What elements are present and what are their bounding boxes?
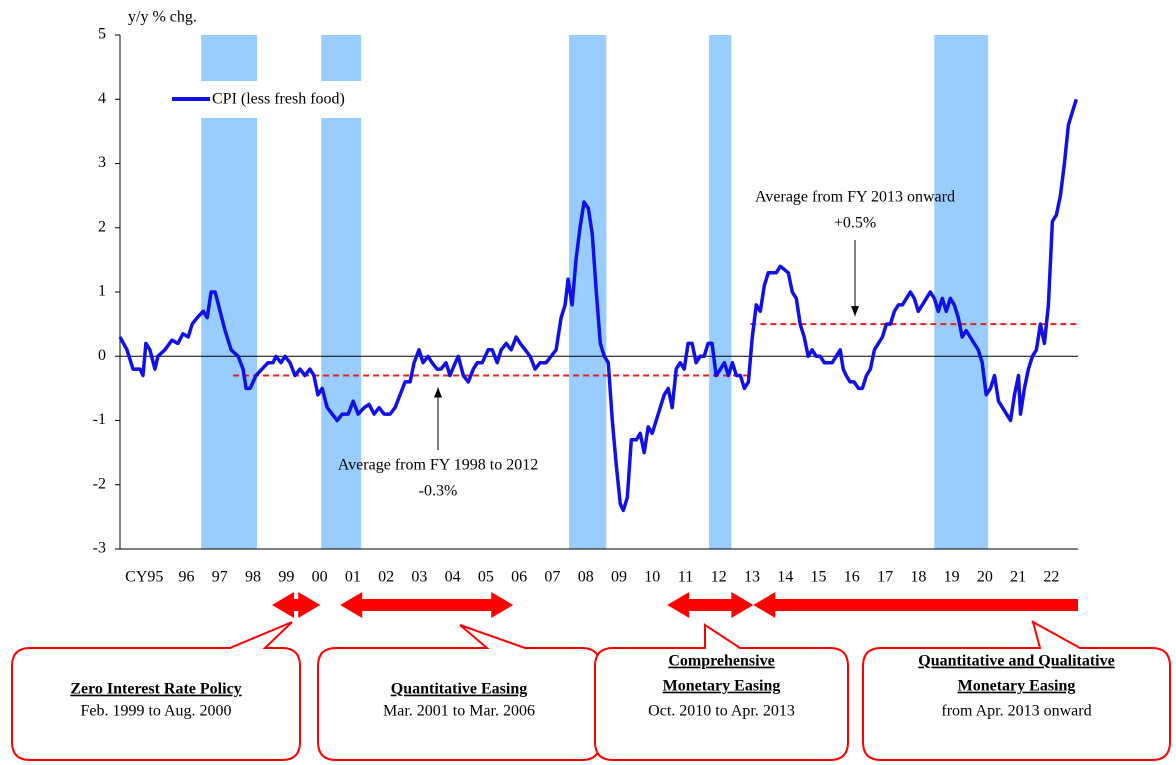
policy-period: from Apr. 2013 onward [941, 703, 1091, 720]
x-tick-label: 18 [910, 569, 926, 586]
y-tick-label: -1 [93, 411, 106, 428]
x-tick-label: 08 [578, 569, 594, 586]
x-tick: 11 [678, 569, 693, 586]
policy-period: Feb. 1999 to Aug. 2000 [80, 703, 231, 720]
x-tick: 01 [345, 569, 361, 586]
x-tick: CY95 [125, 569, 163, 586]
legend-label: CPI (less fresh food) [212, 91, 345, 108]
x-tick-label: 97 [212, 569, 228, 586]
x-tick: 17 [877, 569, 893, 586]
annotation-text: Average from FY 1998 to 2012 [338, 457, 538, 474]
annotation-text: +0.5% [834, 215, 876, 232]
x-tick: 04 [445, 569, 461, 586]
x-tick: 00 [312, 569, 328, 586]
x-tick-label: 05 [478, 569, 494, 586]
x-tick-label: 19 [944, 569, 960, 586]
shaded-period [934, 35, 989, 549]
x-tick: 97 [212, 569, 228, 586]
x-tick: 99 [278, 569, 294, 586]
x-tick-label: 09 [611, 569, 627, 586]
x-tick: 08 [578, 569, 594, 586]
policy-title: Quantitative Easing [391, 681, 527, 698]
x-tick-label: 21 [1010, 569, 1026, 586]
x-tick: 14 [777, 569, 793, 586]
policy-period: Oct. 2010 to Apr. 2013 [648, 703, 795, 720]
x-tick-label: 02 [378, 569, 394, 586]
x-tick: 96 [179, 569, 195, 586]
policy-arrow [753, 592, 1078, 618]
y-tick-label: -3 [93, 540, 106, 557]
x-tick-label: 20 [977, 569, 993, 586]
x-tick: 02 [378, 569, 394, 586]
shaded-period [709, 35, 732, 549]
x-tick: 16 [844, 569, 860, 586]
policy-period: Mar. 2001 to Mar. 2006 [383, 703, 535, 720]
x-tick: 05 [478, 569, 494, 586]
callout-box [11, 621, 301, 761]
x-tick-label: CY95 [125, 569, 163, 586]
x-tick: 18 [910, 569, 926, 586]
policy-arrow [272, 592, 321, 618]
x-tick-label: 17 [877, 569, 893, 586]
y-tick-label: 0 [98, 347, 106, 364]
policy-title: Monetary Easing [958, 678, 1076, 695]
y-tick-label: 3 [98, 154, 106, 171]
shaded-period [569, 35, 607, 549]
x-tick-label: 10 [644, 569, 660, 586]
x-tick-label: 13 [744, 569, 760, 586]
x-tick-label: 01 [345, 569, 361, 586]
shaded-period [321, 35, 362, 549]
x-tick-label: 12 [711, 569, 727, 586]
x-tick-label: 14 [777, 569, 793, 586]
x-tick: 20 [977, 569, 993, 586]
y-tick-label: 4 [98, 90, 106, 107]
x-tick: 09 [611, 569, 627, 586]
x-tick-label: 04 [445, 569, 461, 586]
y-tick-label: -2 [93, 475, 106, 492]
x-tick: 13 [744, 569, 760, 586]
x-tick-label: 96 [179, 569, 195, 586]
x-tick: 21 [1010, 569, 1026, 586]
x-tick: 10 [644, 569, 660, 586]
x-tick: 07 [544, 569, 560, 586]
policy-arrow [667, 592, 754, 618]
annotation-arrowhead [434, 387, 442, 398]
x-tick: 12 [711, 569, 727, 586]
policy-title: Quantitative and Qualitative [918, 653, 1114, 670]
x-tick-label: 06 [511, 569, 527, 586]
policy-title: Comprehensive [668, 653, 774, 670]
x-tick: 06 [511, 569, 527, 586]
y-axis-label: y/y % chg. [128, 9, 197, 26]
x-tick-label: 00 [312, 569, 328, 586]
x-tick-label: 03 [411, 569, 427, 586]
x-tick: 19 [944, 569, 960, 586]
x-tick-label: 11 [678, 569, 693, 586]
callout-box [594, 623, 849, 761]
annotation-text: -0.3% [419, 483, 458, 500]
x-tick-label: 07 [544, 569, 560, 586]
y-tick-label: 1 [98, 283, 106, 300]
y-tick-label: 2 [98, 218, 106, 235]
policy-title: Monetary Easing [663, 678, 781, 695]
annotation-arrowhead [851, 306, 859, 317]
x-tick-label: 22 [1043, 569, 1059, 586]
callout-box [317, 624, 601, 761]
x-tick: 98 [245, 569, 261, 586]
policy-title: Zero Interest Rate Policy [70, 681, 241, 698]
annotation-text: Average from FY 2013 onward [755, 189, 955, 206]
x-tick-label: 98 [245, 569, 261, 586]
x-tick-label: 99 [278, 569, 294, 586]
callout-box [862, 619, 1171, 761]
series-line [118, 98, 1078, 513]
x-tick: 15 [811, 569, 827, 586]
x-tick-label: 15 [811, 569, 827, 586]
policy-arrow [340, 592, 514, 618]
x-tick: 03 [411, 569, 427, 586]
x-tick: 22 [1043, 569, 1059, 586]
x-tick-label: 16 [844, 569, 860, 586]
y-tick-label: 5 [98, 26, 106, 43]
